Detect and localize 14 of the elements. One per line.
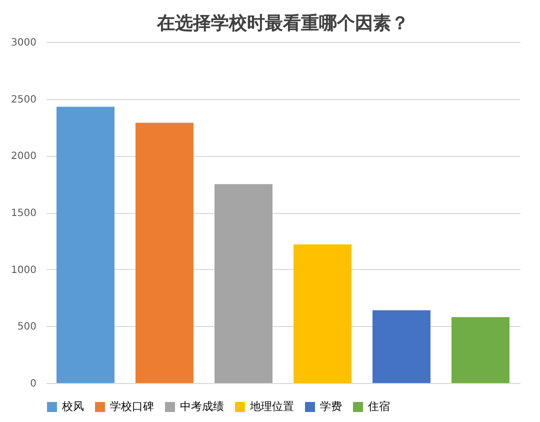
legend-label: 校风 [61, 400, 84, 413]
legend-label: 中考成绩 [180, 400, 224, 413]
legend-label: 学费 [320, 400, 342, 413]
y-tick-label: 1000 [11, 264, 36, 276]
y-tick-label: 0 [30, 378, 36, 390]
y-tick-label: 3000 [11, 38, 36, 48]
y-tick-label: 1500 [11, 208, 36, 219]
y-tick-label: 500 [17, 322, 36, 333]
y-tick-label: 2000 [11, 151, 36, 162]
legend-label: 地理位置 [249, 400, 294, 413]
legend-label: 学校口碑 [110, 400, 154, 413]
chart-title: 在选择学校时最看重哪个因素？ [156, 13, 409, 34]
legend-label: 住宿 [368, 400, 390, 413]
y-tick-label: 2500 [11, 94, 36, 106]
